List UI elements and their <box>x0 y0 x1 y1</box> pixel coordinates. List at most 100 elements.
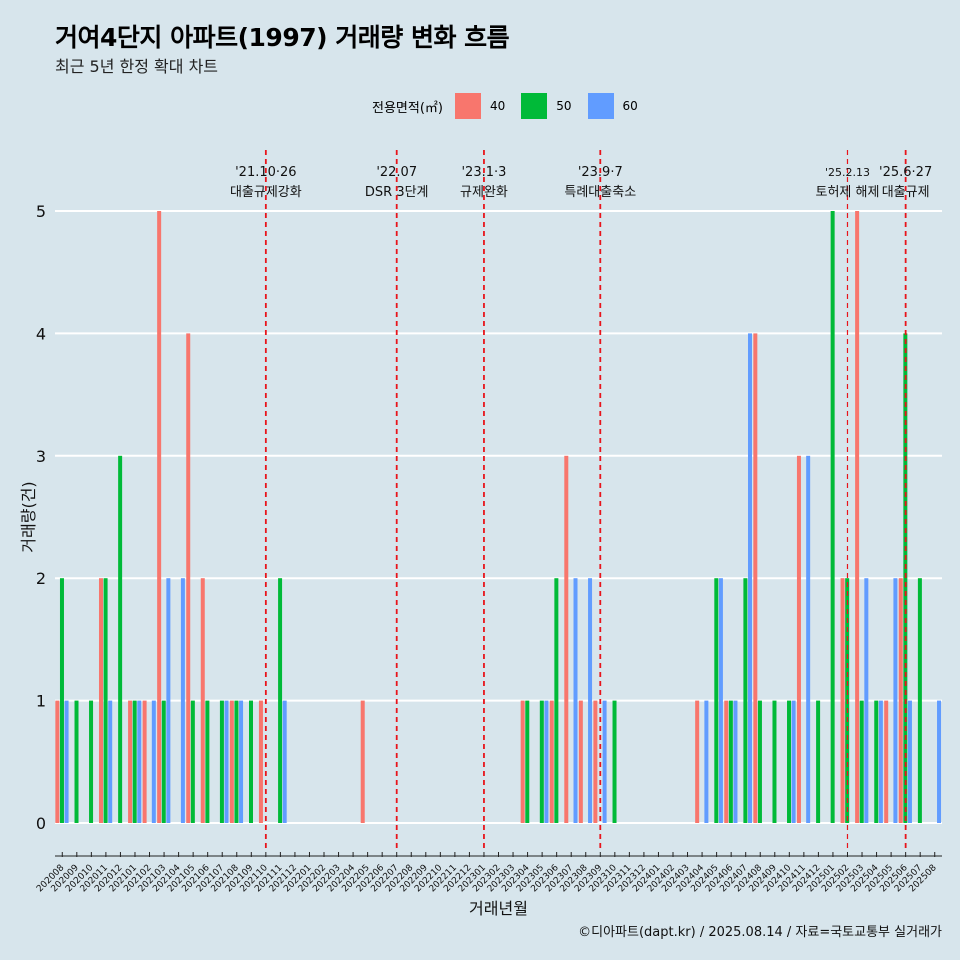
legend-label-50: 50 <box>556 99 572 113</box>
y-tick-label-4: 4 <box>36 324 46 343</box>
bar-50-202410 <box>787 700 792 823</box>
bar-40-202101 <box>128 700 133 823</box>
bar-50-202009 <box>74 700 79 823</box>
bar-60-202103 <box>166 578 171 823</box>
event-label-3: 특례대출축소 <box>564 185 636 200</box>
event-date-0: '21.10·26 <box>235 165 296 180</box>
bar-50-202012 <box>118 455 123 823</box>
bar-60-202104 <box>180 578 185 823</box>
bar-40-202308 <box>578 700 583 823</box>
bar-40-202408 <box>753 333 758 823</box>
bar-40-202411 <box>796 455 801 823</box>
legend-item-40: 40 <box>454 93 506 119</box>
event-date-2: '23.1·3 <box>461 165 506 180</box>
bar-60-202108 <box>239 700 244 823</box>
bar-50-202111 <box>278 578 283 823</box>
bar-40-202306 <box>549 700 554 823</box>
legend-item-60: 60 <box>587 93 638 119</box>
bar-50-202008 <box>59 578 64 823</box>
bar-60-202503 <box>864 578 869 823</box>
bar-50-202108 <box>234 700 239 823</box>
bar-50-202305 <box>539 700 544 823</box>
chart-title: 거여4단지 아파트(1997) 거래량 변화 흐름 <box>55 23 510 52</box>
event-label-1: DSR 3단계 <box>365 185 429 200</box>
event-label-5: 대출규제 <box>882 185 930 200</box>
bar-40-202102 <box>142 700 147 823</box>
bar-60-202101 <box>137 700 142 823</box>
bar-40-202309 <box>593 700 598 823</box>
y-tick-label-1: 1 <box>36 692 46 711</box>
bar-40-202506 <box>898 578 903 823</box>
event-date-3: '23.9·7 <box>578 165 623 180</box>
bar-40-202503 <box>855 211 860 823</box>
legend-label-40: 40 <box>489 99 506 113</box>
x-axis-title: 거래년월 <box>469 899 528 918</box>
bar-40-202106 <box>200 578 205 823</box>
event-date-5: '25.6·27 <box>879 165 932 180</box>
legend-swatch-40 <box>454 93 481 119</box>
event-date-1: '22.07 <box>376 165 417 180</box>
bar-50-202409 <box>772 700 777 823</box>
source-caption: ©디아파트(dapt.kr) / 2025.08.14 / 자료=국토교통부 실… <box>578 925 942 940</box>
y-tick-label-5: 5 <box>36 202 46 221</box>
bar-50-202507 <box>917 578 922 823</box>
bar-50-202504 <box>874 700 879 823</box>
bar-50-202306 <box>554 578 559 823</box>
bar-60-202410 <box>791 700 796 823</box>
event-label-0: 대출규제강화 <box>230 185 302 200</box>
bar-40-202008 <box>55 700 60 823</box>
bar-40-202307 <box>564 455 569 823</box>
y-tick-label-3: 3 <box>36 447 46 466</box>
legend-swatch-50 <box>521 93 548 119</box>
event-date-4: '25.2.13 <box>825 166 870 179</box>
bar-40-202304 <box>520 700 525 823</box>
bar-60-202008 <box>64 700 69 823</box>
bar-50-202407 <box>743 578 748 823</box>
bar-60-202508 <box>937 700 942 823</box>
bar-60-202407 <box>748 333 752 823</box>
bar-60-202308 <box>588 578 593 823</box>
bar-60-202406 <box>733 700 738 823</box>
legend-item-50: 50 <box>521 93 572 119</box>
bar-60-202309 <box>602 700 607 823</box>
bar-40-202505 <box>884 700 889 823</box>
legend-label-60: 60 <box>622 99 638 113</box>
bar-40-202404 <box>695 700 700 823</box>
bar-40-202108 <box>229 700 234 823</box>
bar-60-202102 <box>151 700 156 823</box>
bar-60-202505 <box>893 578 898 823</box>
bar-40-202105 <box>186 333 191 823</box>
bar-50-202501 <box>830 211 835 823</box>
bar-50-202107 <box>219 700 224 823</box>
y-tick-label-2: 2 <box>36 569 46 588</box>
bar-50-202304 <box>525 700 530 823</box>
bar-60-202305 <box>544 700 549 823</box>
bar-40-202011 <box>98 578 103 823</box>
bar-40-202502 <box>840 578 845 823</box>
legend: 전용면적(㎡) 40 50 60 <box>372 93 654 119</box>
chart-subtitle: 최근 5년 한정 확대 차트 <box>55 57 219 76</box>
bar-60-202506 <box>907 700 912 823</box>
bar-50-202101 <box>132 700 137 823</box>
bar-50-202310 <box>612 700 617 823</box>
event-label-4: 토허제 해제 <box>816 185 880 200</box>
bar-50-202408 <box>757 700 762 823</box>
y-axis-title: 거래량(건) <box>19 481 38 552</box>
bar-50-202010 <box>89 700 94 823</box>
bar-40-202103 <box>157 211 162 823</box>
y-tick-label-0: 0 <box>36 814 46 833</box>
bar-60-202504 <box>878 700 883 823</box>
event-label-2: 규제완화 <box>460 185 508 200</box>
bar-50-202106 <box>205 700 210 823</box>
legend-swatch-60 <box>587 93 614 119</box>
bar-50-202406 <box>728 700 733 823</box>
bar-50-202103 <box>161 700 166 823</box>
bar-50-202412 <box>816 700 821 823</box>
bar-40-202110 <box>258 700 263 823</box>
bar-60-202107 <box>224 700 229 823</box>
bar-50-202405 <box>714 578 719 823</box>
bar-60-202011 <box>108 700 113 823</box>
bar-50-202105 <box>190 700 195 823</box>
